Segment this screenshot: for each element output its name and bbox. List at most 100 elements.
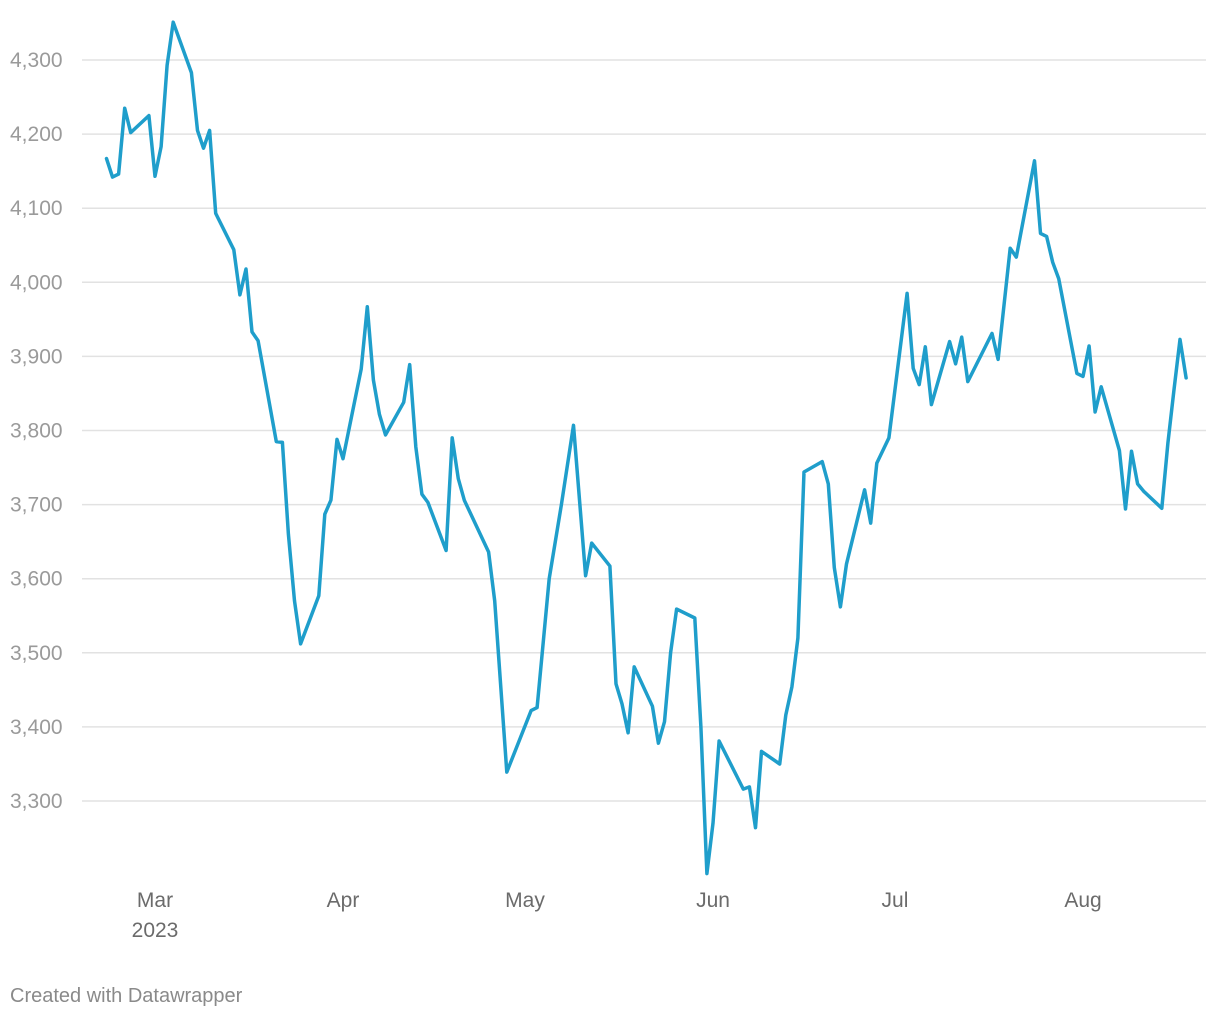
data-point xyxy=(1142,489,1146,493)
x-tick-label: May xyxy=(505,889,545,912)
data-point xyxy=(796,636,800,640)
data-point xyxy=(444,549,448,553)
y-tick-label: 3,900 xyxy=(10,345,63,368)
data-point xyxy=(238,293,242,297)
data-point xyxy=(717,739,721,743)
footer-credit: Created with Datawrapper xyxy=(10,985,243,1007)
x-tick-sublabel: 2023 xyxy=(132,919,179,942)
series-line xyxy=(104,20,1188,876)
data-point xyxy=(760,749,764,753)
data-point xyxy=(1039,231,1043,235)
data-point xyxy=(129,131,133,135)
data-point xyxy=(335,437,339,441)
data-point xyxy=(1117,449,1121,453)
data-point xyxy=(614,682,618,686)
data-point xyxy=(802,470,806,474)
data-point xyxy=(1184,376,1188,380)
data-point xyxy=(826,482,830,486)
data-point xyxy=(299,642,303,646)
data-point xyxy=(147,114,151,118)
data-point xyxy=(280,440,284,444)
data-point xyxy=(1160,506,1164,510)
x-tick-label: Jul xyxy=(882,889,909,912)
data-point xyxy=(1087,344,1091,348)
data-point xyxy=(1033,159,1037,163)
y-tick-label: 3,700 xyxy=(10,494,63,517)
data-point xyxy=(232,248,236,252)
data-point xyxy=(1014,255,1018,259)
data-point xyxy=(693,616,697,620)
x-tick-label: Apr xyxy=(327,889,360,912)
data-point xyxy=(790,685,794,689)
x-tick-label: Aug xyxy=(1064,889,1101,912)
data-point xyxy=(1124,507,1128,511)
data-point xyxy=(105,157,109,161)
data-point xyxy=(365,305,369,309)
data-point xyxy=(832,566,836,570)
data-point xyxy=(650,704,654,708)
y-tick-label: 3,300 xyxy=(10,790,63,813)
y-tick-label: 3,600 xyxy=(10,568,63,591)
data-point xyxy=(905,291,909,295)
data-point xyxy=(1081,374,1085,378)
x-tick-label: Jun xyxy=(696,889,730,912)
data-point xyxy=(656,741,660,745)
data-point xyxy=(838,605,842,609)
data-point xyxy=(917,383,921,387)
y-tick-label: 3,400 xyxy=(10,716,63,739)
data-point xyxy=(699,725,703,729)
data-point xyxy=(990,331,994,335)
data-point xyxy=(820,460,824,464)
data-point xyxy=(196,128,200,132)
data-point xyxy=(202,146,206,150)
data-point xyxy=(420,492,424,496)
data-point xyxy=(256,339,260,343)
data-point xyxy=(317,594,321,598)
data-point xyxy=(675,607,679,611)
y-tick-label: 4,300 xyxy=(10,49,63,72)
y-tick-label: 3,500 xyxy=(10,642,63,665)
x-tick-label: Mar xyxy=(137,889,173,912)
data-point xyxy=(293,599,297,603)
data-point xyxy=(572,423,576,427)
data-point xyxy=(911,366,915,370)
data-point xyxy=(559,503,563,507)
data-point xyxy=(1099,385,1103,389)
data-point xyxy=(159,145,163,149)
data-point xyxy=(214,211,218,215)
data-point xyxy=(529,709,533,713)
data-point xyxy=(493,599,497,603)
data-point xyxy=(705,872,709,876)
data-point xyxy=(244,267,248,271)
data-point xyxy=(547,577,551,581)
data-point xyxy=(323,512,327,516)
data-point xyxy=(123,106,127,110)
data-point xyxy=(1093,410,1097,414)
data-point xyxy=(153,174,157,178)
data-point xyxy=(741,787,745,791)
data-point xyxy=(784,713,788,717)
data-point xyxy=(505,770,509,774)
data-point xyxy=(863,488,867,492)
data-point xyxy=(869,521,873,525)
y-tick-label: 4,200 xyxy=(10,123,63,146)
data-point xyxy=(1057,277,1061,281)
data-point xyxy=(669,651,673,655)
data-point xyxy=(329,498,333,502)
data-point xyxy=(408,363,412,367)
data-point xyxy=(1136,482,1140,486)
data-point xyxy=(632,665,636,669)
data-point xyxy=(608,564,612,568)
data-point xyxy=(1130,449,1134,453)
data-point xyxy=(747,785,751,789)
data-point xyxy=(1075,371,1079,375)
data-point xyxy=(426,500,430,504)
data-point xyxy=(208,128,212,132)
data-point xyxy=(996,357,1000,361)
data-point xyxy=(620,702,624,706)
data-point xyxy=(778,762,782,766)
data-point xyxy=(359,367,363,371)
data-point xyxy=(377,412,381,416)
data-point xyxy=(1045,234,1049,238)
data-point xyxy=(384,433,388,437)
